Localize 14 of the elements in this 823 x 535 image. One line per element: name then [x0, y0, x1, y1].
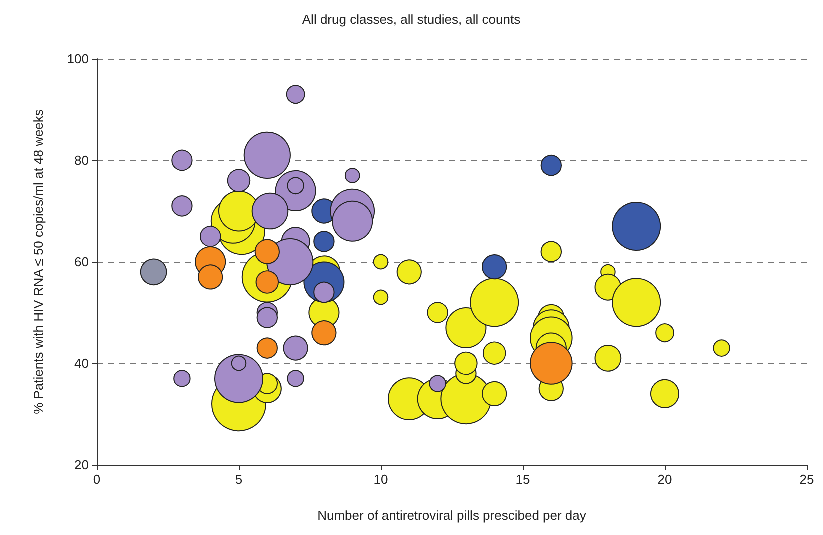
- x-tick-label: 15: [516, 472, 530, 487]
- y-tick-label: 60: [74, 254, 89, 270]
- x-tick-label: 5: [235, 472, 243, 487]
- y-tick-label: 40: [74, 356, 89, 371]
- y-tick-label: 20: [74, 458, 89, 472]
- x-tick-label: 0: [93, 472, 101, 487]
- x-tick-label: 20: [658, 472, 672, 487]
- x-tick-label: 10: [374, 472, 388, 487]
- y-tick-label: 80: [74, 153, 89, 168]
- chart-title: All drug classes, all studies, all counts: [302, 12, 522, 27]
- x-axis-title: Number of antiretroviral pills prescibed per day: [318, 508, 587, 523]
- x-tick-label: 25: [800, 472, 814, 487]
- y-tick-label: 100: [67, 52, 89, 66]
- y-axis-title: % Patients with HIV RNA ≤ 50 copies/ml at 48 weeks: [31, 109, 46, 414]
